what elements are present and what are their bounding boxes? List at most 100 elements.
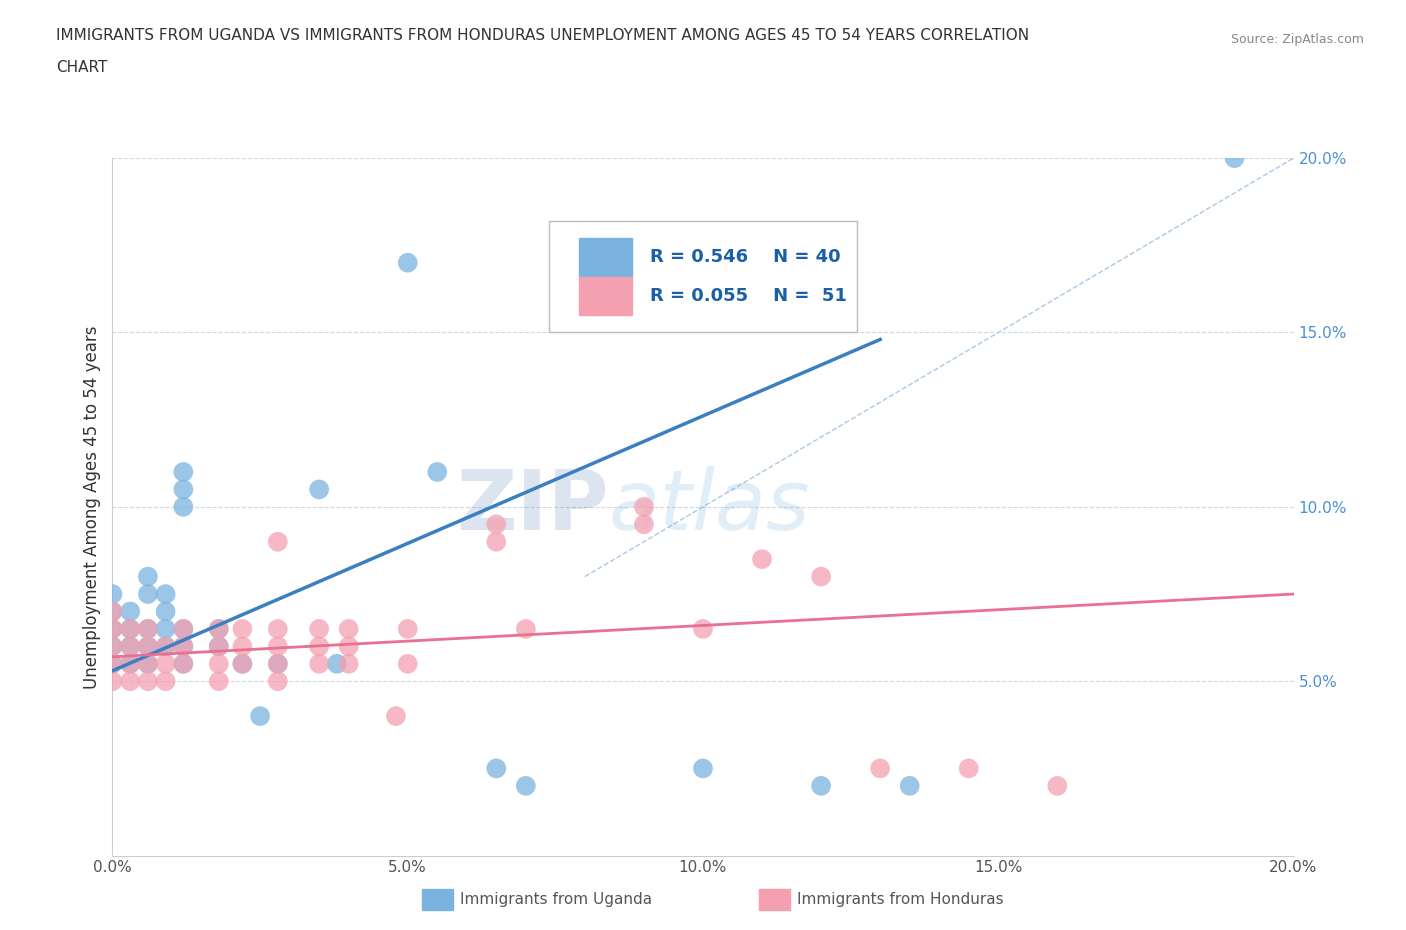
- Point: [101, 657, 124, 671]
- Point: [172, 465, 194, 480]
- Point: [869, 761, 891, 776]
- Point: [337, 621, 360, 636]
- Point: [633, 517, 655, 532]
- Point: [267, 534, 290, 549]
- Point: [208, 673, 231, 688]
- Point: [337, 639, 360, 654]
- Point: [515, 778, 537, 793]
- Point: [172, 657, 194, 671]
- Point: [1046, 778, 1069, 793]
- Point: [396, 621, 419, 636]
- Point: [136, 639, 159, 654]
- Text: R = 0.546    N = 40: R = 0.546 N = 40: [650, 248, 841, 267]
- Point: [136, 639, 159, 654]
- Point: [172, 621, 194, 636]
- Point: [101, 587, 124, 602]
- Point: [231, 639, 253, 654]
- Bar: [579, 238, 633, 277]
- Point: [515, 621, 537, 636]
- Point: [396, 657, 419, 671]
- Point: [155, 639, 177, 654]
- Text: atlas: atlas: [609, 466, 810, 548]
- Point: [208, 639, 231, 654]
- Text: Immigrants from Honduras: Immigrants from Honduras: [797, 892, 1004, 907]
- Point: [101, 604, 124, 619]
- Point: [101, 657, 124, 671]
- Point: [136, 569, 159, 584]
- Point: [485, 534, 508, 549]
- Point: [155, 587, 177, 602]
- Point: [308, 657, 330, 671]
- Point: [120, 657, 142, 671]
- Point: [267, 673, 290, 688]
- Point: [308, 621, 330, 636]
- Point: [101, 621, 124, 636]
- Point: [136, 621, 159, 636]
- Point: [136, 587, 159, 602]
- Point: [120, 673, 142, 688]
- Point: [101, 639, 124, 654]
- Point: [155, 673, 177, 688]
- Point: [155, 657, 177, 671]
- Point: [385, 709, 408, 724]
- Point: [751, 551, 773, 566]
- Point: [810, 778, 832, 793]
- Point: [249, 709, 271, 724]
- Point: [101, 604, 124, 619]
- Point: [155, 639, 177, 654]
- Point: [426, 465, 449, 480]
- Point: [898, 778, 921, 793]
- Point: [1223, 151, 1246, 166]
- Point: [136, 657, 159, 671]
- Point: [155, 621, 177, 636]
- Point: [120, 639, 142, 654]
- Point: [208, 657, 231, 671]
- Point: [692, 621, 714, 636]
- Point: [208, 621, 231, 636]
- Point: [231, 657, 253, 671]
- Point: [485, 761, 508, 776]
- Point: [120, 604, 142, 619]
- Point: [396, 256, 419, 271]
- Point: [326, 657, 349, 671]
- Point: [101, 673, 124, 688]
- Point: [633, 238, 655, 253]
- Text: Source: ZipAtlas.com: Source: ZipAtlas.com: [1230, 33, 1364, 46]
- Point: [231, 621, 253, 636]
- Point: [810, 569, 832, 584]
- Point: [120, 621, 142, 636]
- Point: [136, 621, 159, 636]
- Point: [101, 639, 124, 654]
- Point: [337, 657, 360, 671]
- Point: [172, 639, 194, 654]
- Point: [485, 517, 508, 532]
- Text: Immigrants from Uganda: Immigrants from Uganda: [460, 892, 652, 907]
- Point: [172, 657, 194, 671]
- Point: [957, 761, 980, 776]
- Bar: [579, 277, 633, 315]
- Y-axis label: Unemployment Among Ages 45 to 54 years: Unemployment Among Ages 45 to 54 years: [83, 326, 101, 688]
- Point: [101, 621, 124, 636]
- Point: [208, 639, 231, 654]
- FancyBboxPatch shape: [550, 221, 856, 333]
- Point: [120, 621, 142, 636]
- Point: [155, 604, 177, 619]
- Point: [120, 639, 142, 654]
- Point: [308, 639, 330, 654]
- Point: [136, 657, 159, 671]
- Point: [120, 657, 142, 671]
- Point: [267, 657, 290, 671]
- Point: [208, 621, 231, 636]
- Text: ZIP: ZIP: [456, 466, 609, 548]
- Point: [172, 621, 194, 636]
- Point: [172, 499, 194, 514]
- Point: [692, 761, 714, 776]
- Text: CHART: CHART: [56, 60, 108, 75]
- Text: R = 0.055    N =  51: R = 0.055 N = 51: [650, 286, 846, 305]
- Point: [267, 657, 290, 671]
- Point: [136, 673, 159, 688]
- Point: [172, 639, 194, 654]
- Point: [267, 621, 290, 636]
- Point: [267, 639, 290, 654]
- Point: [172, 482, 194, 497]
